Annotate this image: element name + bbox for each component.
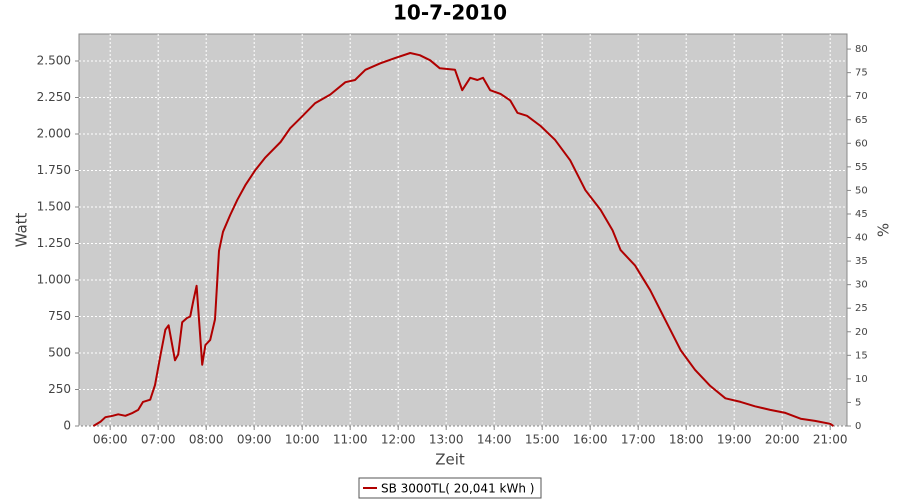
legend-label: SB 3000TL( 20,041 kWh ) — [381, 482, 534, 496]
chart-title: 10-7-2010 — [393, 1, 507, 25]
x-tick-label: 12:00 — [381, 433, 416, 447]
x-tick-label: 16:00 — [573, 433, 608, 447]
y2-tick-label: 5 — [855, 397, 861, 408]
legend — [358, 477, 542, 499]
x-tick-label: 07:00 — [141, 433, 176, 447]
y2-tick-label: 45 — [855, 209, 868, 220]
y-tick-label: 1.750 — [37, 163, 71, 177]
y2-tick-label: 35 — [855, 256, 868, 267]
x-tick-label: 13:00 — [429, 433, 464, 447]
y2-tick-label: 15 — [855, 350, 868, 361]
y2-tick-label: 55 — [855, 162, 868, 173]
y-tick-label: 1.000 — [37, 273, 71, 287]
y2-tick-label: 10 — [855, 374, 868, 385]
y-tick-label: 2.500 — [37, 54, 71, 68]
x-tick-label: 21:00 — [813, 433, 848, 447]
x-axis-label: Zeit — [435, 451, 465, 469]
x-tick-label: 17:00 — [621, 433, 656, 447]
data-line — [92, 52, 834, 427]
y-tick-label: 750 — [48, 309, 71, 323]
y2-tick-label: 50 — [855, 185, 868, 196]
x-tick-label: 19:00 — [717, 433, 752, 447]
y-tick-label: 500 — [48, 346, 71, 360]
y2-tick-label: 25 — [855, 303, 868, 314]
y-tick-label: 1.500 — [37, 200, 71, 214]
y2-tick-label: 60 — [855, 138, 868, 149]
plot-area — [78, 33, 848, 427]
y2-tick-label: 40 — [855, 233, 868, 244]
y2-axis-label: % — [875, 223, 893, 237]
y2-tick-label: 65 — [855, 115, 868, 126]
x-tick-label: 10:00 — [285, 433, 320, 447]
x-tick-label: 15:00 — [525, 433, 560, 447]
y-tick-label: 2.250 — [37, 90, 71, 104]
x-tick-label: 20:00 — [765, 433, 800, 447]
y-tick-label: 250 — [48, 382, 71, 396]
y2-tick-label: 80 — [855, 44, 868, 55]
y2-tick-label: 0 — [855, 421, 861, 432]
x-tick-label: 06:00 — [93, 433, 128, 447]
y2-tick-label: 70 — [855, 91, 868, 102]
y2-tick-label: 20 — [855, 327, 868, 338]
x-tick-label: 18:00 — [669, 433, 704, 447]
y2-tick-label: 30 — [855, 280, 868, 291]
x-tick-label: 09:00 — [237, 433, 272, 447]
y-tick-label: 0 — [63, 419, 71, 433]
x-tick-label: 11:00 — [333, 433, 368, 447]
x-tick-label: 08:00 — [189, 433, 224, 447]
x-tick-label: 14:00 — [477, 433, 512, 447]
y-tick-label: 2.000 — [37, 127, 71, 141]
y-tick-label: 1.250 — [37, 236, 71, 250]
y2-tick-label: 75 — [855, 68, 868, 79]
y-axis-label: Watt — [13, 212, 31, 247]
